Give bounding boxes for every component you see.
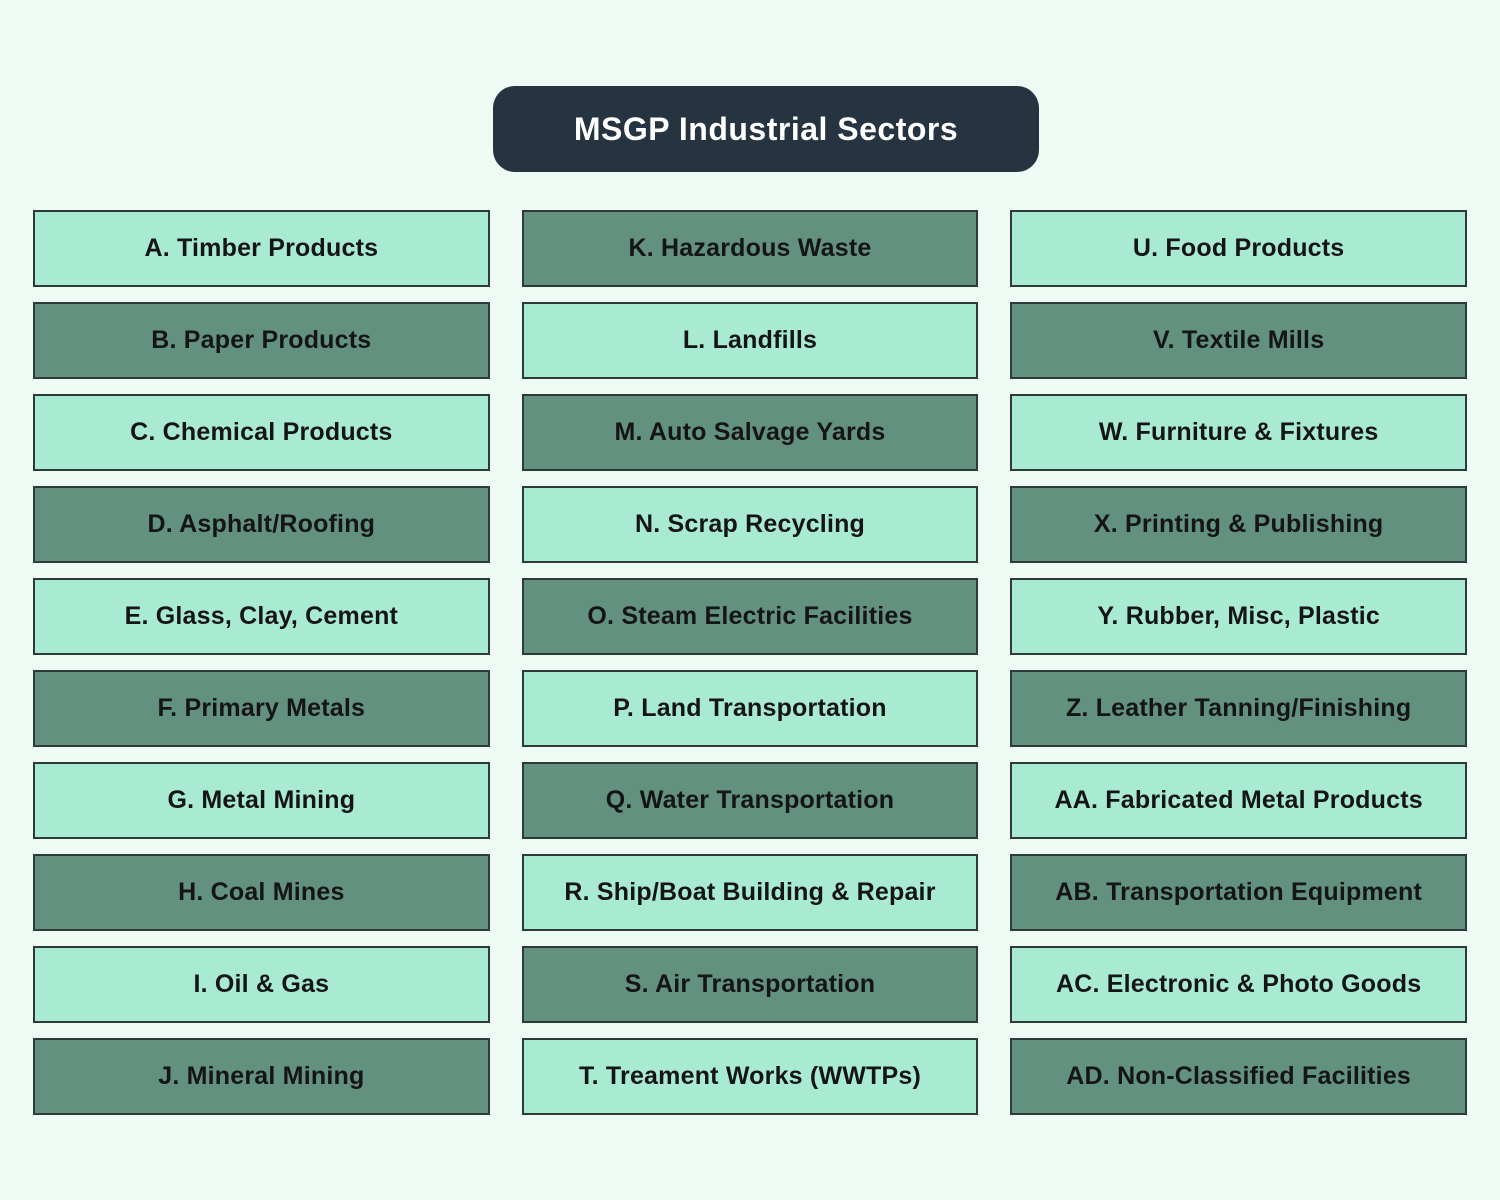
- sectors-grid: A. Timber Products B. Paper Products C. …: [33, 210, 1467, 1115]
- sector-box-g: G. Metal Mining: [33, 762, 490, 839]
- sector-box-a: A. Timber Products: [33, 210, 490, 287]
- sector-box-h: H. Coal Mines: [33, 854, 490, 931]
- sector-box-w: W. Furniture & Fixtures: [1010, 394, 1467, 471]
- sector-box-e: E. Glass, Clay, Cement: [33, 578, 490, 655]
- sector-box-o: O. Steam Electric Facilities: [521, 578, 979, 655]
- sector-column-3: U. Food Products V. Textile Mills W. Fur…: [1010, 210, 1467, 1115]
- sector-box-v: V. Textile Mills: [1010, 302, 1467, 379]
- sector-box-p: P. Land Transportation: [521, 670, 979, 747]
- sector-box-f: F. Primary Metals: [33, 670, 490, 747]
- sector-box-ac: AC. Electronic & Photo Goods: [1010, 946, 1467, 1023]
- sector-box-l: L. Landfills: [521, 302, 979, 379]
- sector-box-s: S. Air Transportation: [521, 946, 979, 1023]
- sector-column-1: A. Timber Products B. Paper Products C. …: [33, 210, 490, 1115]
- page-title: MSGP Industrial Sectors: [573, 110, 959, 147]
- sector-box-u: U. Food Products: [1010, 210, 1467, 287]
- sector-box-x: X. Printing & Publishing: [1010, 486, 1467, 563]
- sector-box-t: T. Treament Works (WWTPs): [521, 1038, 979, 1115]
- sector-box-n: N. Scrap Recycling: [521, 486, 979, 563]
- sector-box-i: I. Oil & Gas: [33, 946, 490, 1023]
- sector-box-j: J. Mineral Mining: [33, 1038, 490, 1115]
- sector-box-z: Z. Leather Tanning/Finishing: [1010, 670, 1467, 747]
- sector-column-2: K. Hazardous Waste L. Landfills M. Auto …: [521, 210, 979, 1115]
- sector-box-ab: AB. Transportation Equipment: [1010, 854, 1467, 931]
- sector-box-d: D. Asphalt/Roofing: [33, 486, 490, 563]
- sector-box-q: Q. Water Transportation: [521, 762, 979, 839]
- sector-box-r: R. Ship/Boat Building & Repair: [521, 854, 979, 931]
- sector-box-y: Y. Rubber, Misc, Plastic: [1010, 578, 1467, 655]
- sector-box-m: M. Auto Salvage Yards: [521, 394, 979, 471]
- sector-box-aa: AA. Fabricated Metal Products: [1010, 762, 1467, 839]
- sector-box-c: C. Chemical Products: [33, 394, 490, 471]
- diagram-title-banner: MSGP Industrial Sectors: [493, 86, 1039, 172]
- sector-box-k: K. Hazardous Waste: [521, 210, 979, 287]
- sector-box-b: B. Paper Products: [33, 302, 490, 379]
- sector-box-ad: AD. Non-Classified Facilities: [1010, 1038, 1467, 1115]
